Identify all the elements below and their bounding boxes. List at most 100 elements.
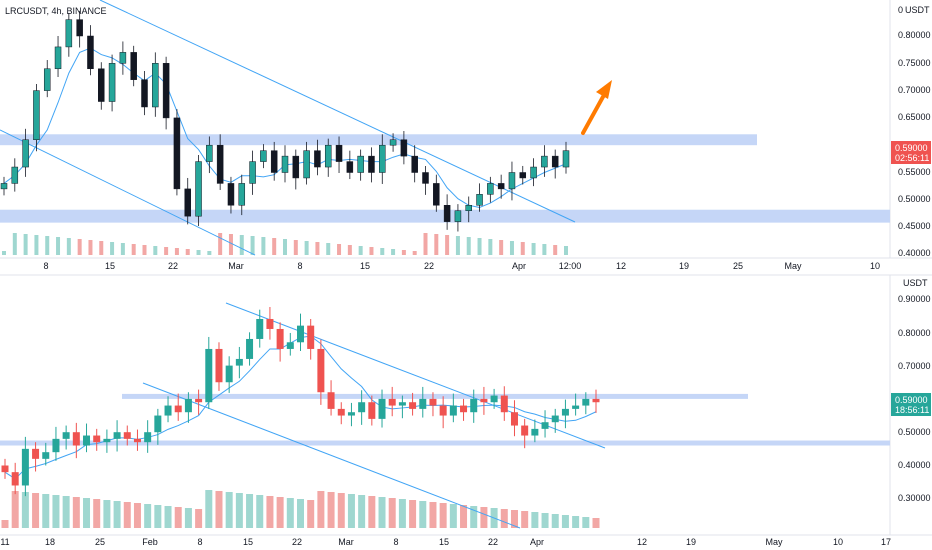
x-tick-bottom: May [765, 537, 783, 547]
y-tick-top: 0.45000 [898, 221, 931, 231]
candle-down [270, 150, 278, 173]
candle-up [108, 63, 116, 102]
price-tag-top-countdown: 02:56:11 [895, 153, 929, 163]
candle-up [541, 155, 548, 168]
candle-down [87, 35, 94, 70]
volume-bar [368, 496, 376, 528]
candle-down [133, 438, 141, 443]
volume-bar [12, 233, 17, 255]
candle-up [419, 398, 427, 409]
candle-down [195, 398, 203, 403]
candle-up [572, 405, 580, 409]
volume-bar [521, 511, 529, 528]
candle-down [409, 402, 417, 409]
candle-down [480, 398, 488, 403]
volume-bar [419, 501, 427, 528]
volume-bar [184, 508, 192, 528]
trendline-lower-bottom [142, 382, 521, 529]
candle-down [1, 465, 9, 473]
volume-bar [337, 493, 345, 528]
candle-down [174, 405, 182, 413]
x-tick-bottom: 12 [637, 537, 647, 547]
volume-bar [228, 234, 233, 255]
candle-down [141, 79, 148, 108]
volume-bar [88, 240, 93, 255]
volume-bar [205, 490, 213, 528]
volume-bar [378, 497, 386, 528]
volume-bar [83, 498, 91, 528]
x-tick-top: 15 [105, 261, 115, 271]
x-tick-bottom: 17 [881, 537, 891, 547]
volume-bar [239, 235, 244, 255]
candle-up [206, 144, 213, 162]
x-tick-bottom: Mar [338, 537, 354, 547]
volume-bar [466, 237, 471, 255]
volume-bar [327, 492, 335, 528]
candle-up [389, 139, 397, 146]
candle-up [379, 144, 386, 173]
volume-bar [561, 515, 569, 528]
candle-up [454, 210, 462, 222]
volume-bar [439, 503, 447, 528]
volume-bar [120, 243, 125, 255]
candle-down [433, 183, 440, 206]
candle-down [123, 432, 131, 439]
candle-down [346, 161, 354, 173]
price-tag-bottom-value: 0.59000 [895, 395, 928, 405]
candle-down [11, 472, 19, 486]
candle-up [541, 422, 549, 429]
x-tick-bottom: 18 [45, 537, 55, 547]
volume-bar [531, 243, 536, 255]
resistance-zone-top [0, 134, 757, 146]
candle-up [205, 348, 213, 403]
candle-down [93, 435, 101, 443]
candle-down [317, 348, 325, 393]
candle-up [42, 452, 50, 459]
volume-bar [266, 496, 274, 528]
x-tick-bottom: 15 [439, 537, 449, 547]
volume-bar [445, 235, 450, 255]
candle-down [292, 155, 300, 179]
y-tick-top: 0.70000 [898, 85, 931, 95]
volume-bar [174, 507, 182, 528]
trendline-lower-top [0, 129, 256, 256]
candle-down [335, 144, 343, 162]
candle-up [0, 183, 8, 190]
volume-bar [293, 240, 298, 255]
candle-up [286, 342, 294, 349]
candle-down [510, 412, 518, 426]
candle-up [195, 161, 202, 217]
y-tick-top: 0.50000 [898, 194, 931, 204]
candle-down [388, 398, 396, 406]
volume-bar [131, 244, 136, 255]
candle-up [449, 405, 457, 416]
candle-down [521, 425, 529, 436]
candle-up [551, 415, 559, 423]
volume-bar [174, 248, 179, 255]
volume-bar [326, 243, 331, 255]
candle-down [215, 348, 223, 383]
candle-down [368, 402, 376, 419]
candle-down [314, 150, 321, 168]
volume-bar [256, 495, 264, 528]
volume-bar [297, 499, 304, 528]
volume-bar [261, 237, 266, 255]
candle-down [227, 183, 235, 206]
volume-bar [272, 238, 277, 255]
candle-up [256, 318, 264, 339]
volume-bar [510, 510, 518, 528]
x-tick-bottom: 25 [95, 537, 105, 547]
volume-bar [304, 241, 309, 255]
candle-up [83, 435, 91, 446]
candle-up [152, 63, 159, 108]
volume-bar [286, 498, 294, 528]
volume-bar [391, 249, 396, 255]
volume-bar [246, 494, 254, 528]
candle-up [103, 438, 111, 443]
y-tick-bottom: 0.70000 [898, 361, 931, 371]
volume-bar [62, 496, 70, 528]
candle-down [592, 398, 600, 403]
candle-up [487, 183, 494, 195]
candle-up [303, 150, 310, 179]
x-tick-bottom: 22 [488, 537, 498, 547]
